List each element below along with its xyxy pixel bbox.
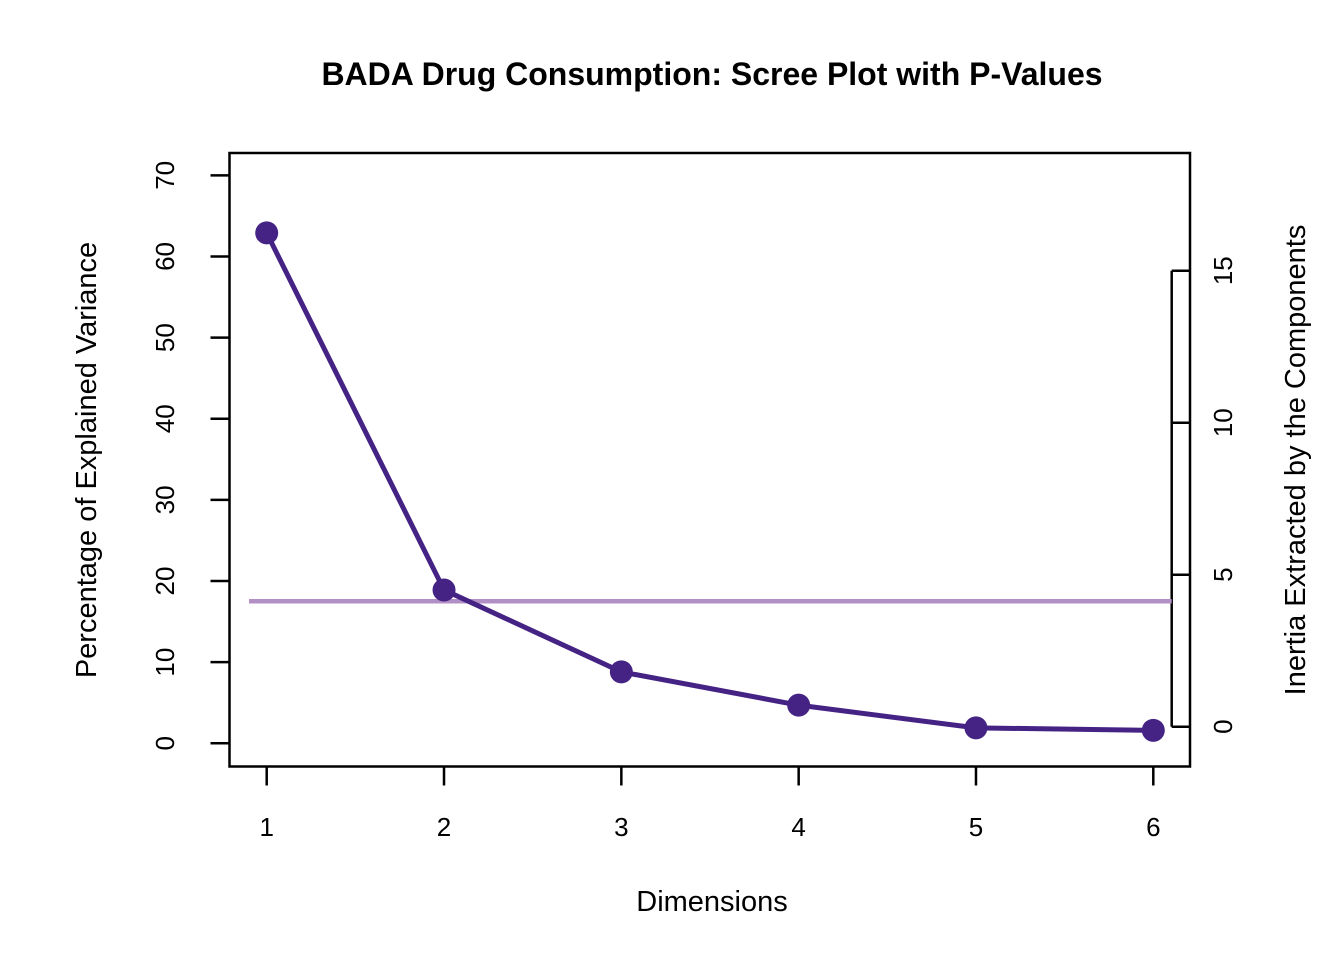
y-axis-right-title: Inertia Extracted by the Components [1280,225,1312,696]
x-axis-tick-label: 6 [1146,812,1160,842]
y-axis-left-tick-label: 50 [150,323,180,352]
y-axis-left-title: Percentage of Explained Variance [71,242,103,678]
data-point-dim-5 [964,716,988,740]
chart-title: BADA Drug Consumption: Scree Plot with P… [321,56,1102,92]
x-axis-tick-label: 3 [614,812,628,842]
y-axis-right-tick-label: 0 [1208,719,1238,733]
y-axis-left-tick-label: 70 [150,161,180,190]
x-axis-tick-label: 2 [437,812,451,842]
y-axis-left-tick-label: 60 [150,242,180,271]
x-axis-tick-label: 4 [791,812,805,842]
y-axis-left-tick-label: 40 [150,404,180,433]
y-axis-right-tick-label: 10 [1208,408,1238,437]
data-point-dim-4 [787,693,811,717]
data-point-dim-1 [255,221,279,245]
y-axis-left-tick-label: 0 [150,736,180,750]
plot-area-border [228,151,1192,768]
y-axis-right-tick-label: 15 [1208,256,1238,285]
y-axis-left-tick-label: 20 [150,567,180,596]
data-point-dim-2 [432,578,456,602]
data-point-dim-6 [1141,718,1165,742]
scree-line [264,230,1156,733]
x-axis-tick-label: 5 [969,812,983,842]
y-axis-left-tick-label: 10 [150,648,180,677]
data-point-dim-3 [609,660,633,684]
y-axis-left-tick-label: 30 [150,485,180,514]
x-axis-title: Dimensions [636,886,788,918]
x-axis-tick-label: 1 [259,812,273,842]
y-axis-right-tick-label: 5 [1208,567,1238,581]
